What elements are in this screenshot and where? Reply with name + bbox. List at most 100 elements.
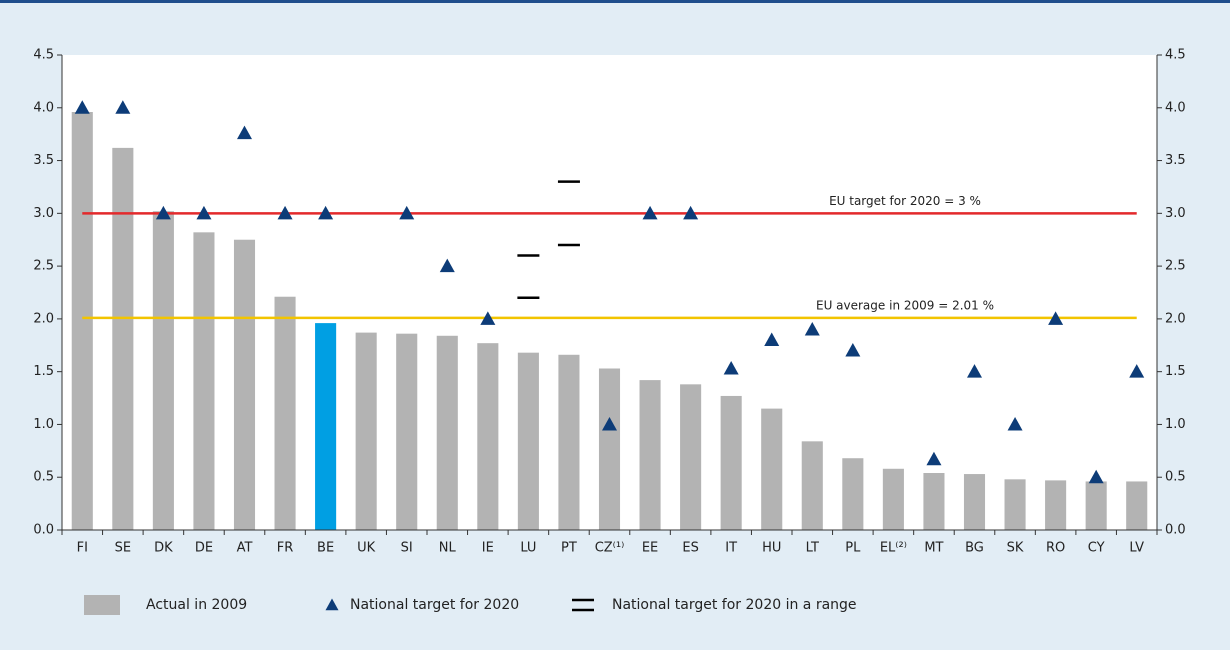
target-marker: [926, 451, 942, 466]
bar: [355, 332, 377, 530]
x-tick-label: IE: [482, 541, 494, 556]
target-marker: [723, 361, 739, 375]
target-marker: [74, 100, 90, 114]
target-marker: [683, 205, 699, 220]
x-tick-label: CY: [1088, 541, 1105, 556]
bar: [923, 473, 945, 530]
bar: [882, 468, 904, 530]
bar: [801, 441, 823, 530]
y-tick-label: 3.0: [33, 206, 54, 221]
x-tick-label: UK: [357, 541, 376, 556]
legend-swatch: [325, 598, 339, 611]
target-marker: [1129, 364, 1145, 378]
x-tick-label: RO: [1046, 541, 1065, 556]
target-marker: [602, 416, 617, 431]
legend-label: National target for 2020 in a range: [612, 597, 857, 613]
x-tick-label: MT: [924, 541, 943, 556]
y2-tick-label: 1.0: [1165, 417, 1186, 432]
y2-tick-label: 4.5: [1165, 48, 1186, 63]
bar: [761, 408, 783, 530]
y2-tick-label: 3.0: [1165, 206, 1186, 221]
bar: [1085, 481, 1107, 530]
target-marker: [967, 364, 982, 378]
reference-label: EU average in 2009 = 2.01 %: [816, 298, 994, 312]
x-tick-label: FR: [277, 541, 294, 556]
x-tick-label: EL⁽²⁾: [880, 541, 907, 556]
top-rule: [0, 0, 1230, 3]
y-tick-label: 4.5: [33, 48, 54, 63]
y2-tick-label: 0.5: [1165, 470, 1186, 485]
y2-tick-label: 2.5: [1165, 259, 1186, 274]
bar: [1126, 481, 1148, 530]
target-marker: [237, 125, 252, 140]
y2-tick-label: 3.5: [1165, 153, 1186, 168]
x-tick-label: FI: [77, 541, 88, 556]
y-tick-label: 4.0: [33, 100, 54, 115]
target-marker: [155, 205, 171, 220]
bar: [112, 147, 134, 530]
y2-tick-label: 1.5: [1165, 364, 1186, 379]
target-marker: [277, 205, 293, 220]
x-tick-label: PT: [561, 541, 577, 556]
y-tick-label: 2.5: [33, 259, 54, 274]
y-tick-label: 2.0: [33, 311, 54, 326]
target-marker: [318, 205, 334, 220]
target-marker: [480, 311, 496, 325]
y2-tick-label: 2.0: [1165, 311, 1186, 326]
bar: [720, 395, 742, 530]
y-tick-label: 0.0: [33, 523, 54, 538]
bar: [396, 333, 418, 530]
bar: [477, 343, 499, 530]
bar: [517, 352, 539, 530]
target-marker: [642, 205, 658, 220]
y2-tick-label: 0.0: [1165, 523, 1186, 538]
bar: [152, 211, 174, 530]
bar: [233, 239, 256, 530]
x-tick-label: LV: [1129, 541, 1144, 556]
bar: [842, 458, 864, 530]
target-marker: [1088, 469, 1104, 484]
bar: [558, 354, 580, 530]
bar: [680, 384, 702, 530]
y-tick-label: 1.5: [33, 364, 54, 379]
x-tick-label: IT: [725, 541, 737, 556]
y-tick-label: 1.0: [33, 417, 54, 432]
x-tick-label: SE: [115, 541, 131, 556]
target-marker: [845, 343, 861, 357]
target-marker: [1048, 311, 1064, 325]
bar: [193, 232, 215, 531]
bar: [963, 474, 986, 530]
target-marker: [439, 258, 455, 273]
target-marker: [1007, 416, 1023, 431]
bar: [1045, 480, 1067, 530]
legend-label: National target for 2020: [350, 597, 519, 613]
x-tick-label: AT: [237, 541, 253, 556]
legend-swatch: [84, 595, 120, 615]
target-marker: [764, 332, 780, 346]
bar: [1004, 479, 1026, 530]
target-marker: [115, 100, 131, 114]
bar: [315, 323, 337, 530]
reference-label: EU target for 2020 = 3 %: [829, 194, 981, 208]
x-tick-label: ES: [682, 541, 698, 556]
x-tick-label: EE: [642, 541, 658, 556]
bar: [598, 368, 621, 530]
x-tick-label: PL: [845, 541, 861, 556]
x-tick-label: CZ⁽¹⁾: [595, 541, 625, 556]
x-tick-label: DK: [154, 541, 173, 556]
y2-tick-label: 4.0: [1165, 100, 1186, 115]
bar: [71, 112, 93, 530]
bar: [639, 380, 661, 530]
x-tick-label: LT: [806, 541, 819, 556]
bar: [436, 335, 458, 530]
bar: [274, 296, 296, 530]
target-marker: [399, 205, 415, 220]
x-tick-label: HU: [762, 541, 781, 556]
x-tick-label: LU: [520, 541, 536, 556]
x-tick-label: NL: [439, 541, 457, 556]
x-tick-label: BE: [317, 541, 334, 556]
x-tick-label: BG: [965, 541, 984, 556]
legend-label: Actual in 2009: [146, 597, 247, 613]
y-tick-label: 0.5: [33, 470, 54, 485]
